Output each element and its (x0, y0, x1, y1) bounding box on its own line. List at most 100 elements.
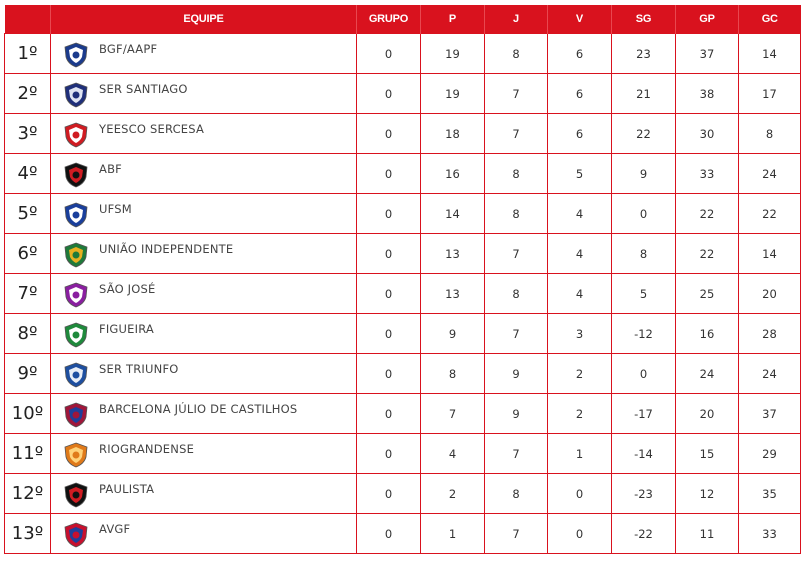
position-cell: 1º (4, 33, 51, 74)
team-name[interactable]: RIOGRANDENSE (99, 442, 195, 456)
standings-table: EQUIPE GRUPO P J V SG GP GC 1º BGF/AAPF 0 1… (4, 5, 801, 554)
team-cell[interactable]: SER TRIUNFO (50, 353, 357, 394)
team-name[interactable]: BGF/AAPF (99, 42, 158, 56)
team-name[interactable]: YEESCO SERCESA (99, 122, 205, 136)
games-cell: 7 (484, 433, 548, 474)
goal-diff-cell: 9 (611, 153, 676, 194)
yeesco-crest-icon (63, 122, 89, 148)
table-row[interactable]: 11º RIOGRANDENSE 0 4 7 1 -14 15 29 (4, 433, 801, 474)
team-name[interactable]: ABF (99, 162, 122, 176)
table-row[interactable]: 12º PAULISTA 0 2 8 0 -23 12 35 (4, 473, 801, 514)
wins-cell: 4 (547, 233, 612, 274)
goal-diff-cell: 0 (611, 353, 676, 394)
table-row[interactable]: 4º ABF 0 16 8 5 9 33 24 (4, 153, 801, 194)
uniao-crest-icon (63, 242, 89, 268)
wins-cell: 6 (547, 73, 612, 114)
team-cell[interactable]: SÃO JOSÉ (50, 273, 357, 314)
grupo-cell: 0 (356, 353, 421, 394)
grupo-cell: 0 (356, 73, 421, 114)
team-cell[interactable]: YEESCO SERCESA (50, 113, 357, 154)
goals-against-cell: 14 (738, 233, 801, 274)
team-cell[interactable]: BGF/AAPF (50, 33, 357, 74)
table-row[interactable]: 1º BGF/AAPF 0 19 8 6 23 37 14 (4, 33, 801, 74)
team-cell[interactable]: BARCELONA JÚLIO DE CASTILHOS (50, 393, 357, 434)
goals-for-cell: 30 (675, 113, 739, 154)
team-cell[interactable]: UNIÃO INDEPENDENTE (50, 233, 357, 274)
header-p[interactable]: P (420, 5, 485, 34)
points-cell: 19 (420, 33, 485, 74)
goal-diff-cell: 21 (611, 73, 676, 114)
table-header: EQUIPE GRUPO P J V SG GP GC (4, 5, 801, 34)
ser-santiago-crest-icon (63, 82, 89, 108)
table-row[interactable]: 10º BARCELONA JÚLIO DE CASTILHOS 0 7 9 2 -17 20… (4, 393, 801, 434)
team-name[interactable]: AVGF (99, 522, 131, 536)
points-cell: 14 (420, 193, 485, 234)
team-cell[interactable]: FIGUEIRA (50, 313, 357, 354)
team-name[interactable]: SER SANTIAGO (99, 82, 188, 96)
points-cell: 18 (420, 113, 485, 154)
points-cell: 9 (420, 313, 485, 354)
table-row[interactable]: 8º FIGUEIRA 0 9 7 3 -12 16 28 (4, 313, 801, 354)
header-sg[interactable]: SG (611, 5, 676, 34)
games-cell: 8 (484, 273, 548, 314)
team-cell[interactable]: RIOGRANDENSE (50, 433, 357, 474)
team-cell[interactable]: UFSM (50, 193, 357, 234)
points-cell: 1 (420, 513, 485, 554)
games-cell: 9 (484, 393, 548, 434)
wins-cell: 0 (547, 473, 612, 514)
goals-against-cell: 17 (738, 73, 801, 114)
header-gc[interactable]: GC (738, 5, 801, 34)
team-cell[interactable]: AVGF (50, 513, 357, 554)
table-row[interactable]: 9º SER TRIUNFO 0 8 9 2 0 24 24 (4, 353, 801, 394)
team-name[interactable]: UNIÃO INDEPENDENTE (99, 242, 234, 256)
riograndense-crest-icon (63, 442, 89, 468)
grupo-cell: 0 (356, 233, 421, 274)
table-row[interactable]: 6º UNIÃO INDEPENDENTE 0 13 7 4 8 22 14 (4, 233, 801, 274)
team-name[interactable]: UFSM (99, 202, 132, 216)
wins-cell: 3 (547, 313, 612, 354)
table-row[interactable]: 5º UFSM 0 14 8 4 0 22 22 (4, 193, 801, 234)
points-cell: 13 (420, 273, 485, 314)
goal-diff-cell: -23 (611, 473, 676, 514)
header-equipe[interactable]: EQUIPE (50, 5, 357, 34)
avgf-crest-icon (63, 522, 89, 548)
grupo-cell: 0 (356, 273, 421, 314)
team-cell[interactable]: PAULISTA (50, 473, 357, 514)
grupo-cell: 0 (356, 33, 421, 74)
team-name[interactable]: SER TRIUNFO (99, 362, 179, 376)
table-row[interactable]: 3º YEESCO SERCESA 0 18 7 6 22 30 8 (4, 113, 801, 154)
team-cell[interactable]: ABF (50, 153, 357, 194)
position-cell: 2º (4, 73, 51, 114)
position-cell: 11º (4, 433, 51, 474)
team-name[interactable]: PAULISTA (99, 482, 155, 496)
table-row[interactable]: 2º SER SANTIAGO 0 19 7 6 21 38 17 (4, 73, 801, 114)
points-cell: 19 (420, 73, 485, 114)
header-j[interactable]: J (484, 5, 548, 34)
games-cell: 7 (484, 73, 548, 114)
goal-diff-cell: -14 (611, 433, 676, 474)
points-cell: 4 (420, 433, 485, 474)
goals-against-cell: 14 (738, 33, 801, 74)
header-gp[interactable]: GP (675, 5, 739, 34)
table-row[interactable]: 7º SÃO JOSÉ 0 13 8 4 5 25 20 (4, 273, 801, 314)
table-row[interactable]: 13º AVGF 0 1 7 0 -22 11 33 (4, 513, 801, 554)
games-cell: 8 (484, 33, 548, 74)
team-name[interactable]: FIGUEIRA (99, 322, 154, 336)
header-v[interactable]: V (547, 5, 612, 34)
games-cell: 8 (484, 473, 548, 514)
wins-cell: 0 (547, 513, 612, 554)
goals-against-cell: 35 (738, 473, 801, 514)
grupo-cell: 0 (356, 113, 421, 154)
team-cell[interactable]: SER SANTIAGO (50, 73, 357, 114)
team-name[interactable]: SÃO JOSÉ (99, 282, 156, 296)
wins-cell: 2 (547, 393, 612, 434)
header-grupo[interactable]: GRUPO (356, 5, 421, 34)
team-name[interactable]: BARCELONA JÚLIO DE CASTILHOS (99, 402, 298, 416)
goals-against-cell: 24 (738, 353, 801, 394)
grupo-cell: 0 (356, 473, 421, 514)
figueira-crest-icon (63, 322, 89, 348)
points-cell: 16 (420, 153, 485, 194)
grupo-cell: 0 (356, 313, 421, 354)
position-cell: 7º (4, 273, 51, 314)
goals-against-cell: 24 (738, 153, 801, 194)
